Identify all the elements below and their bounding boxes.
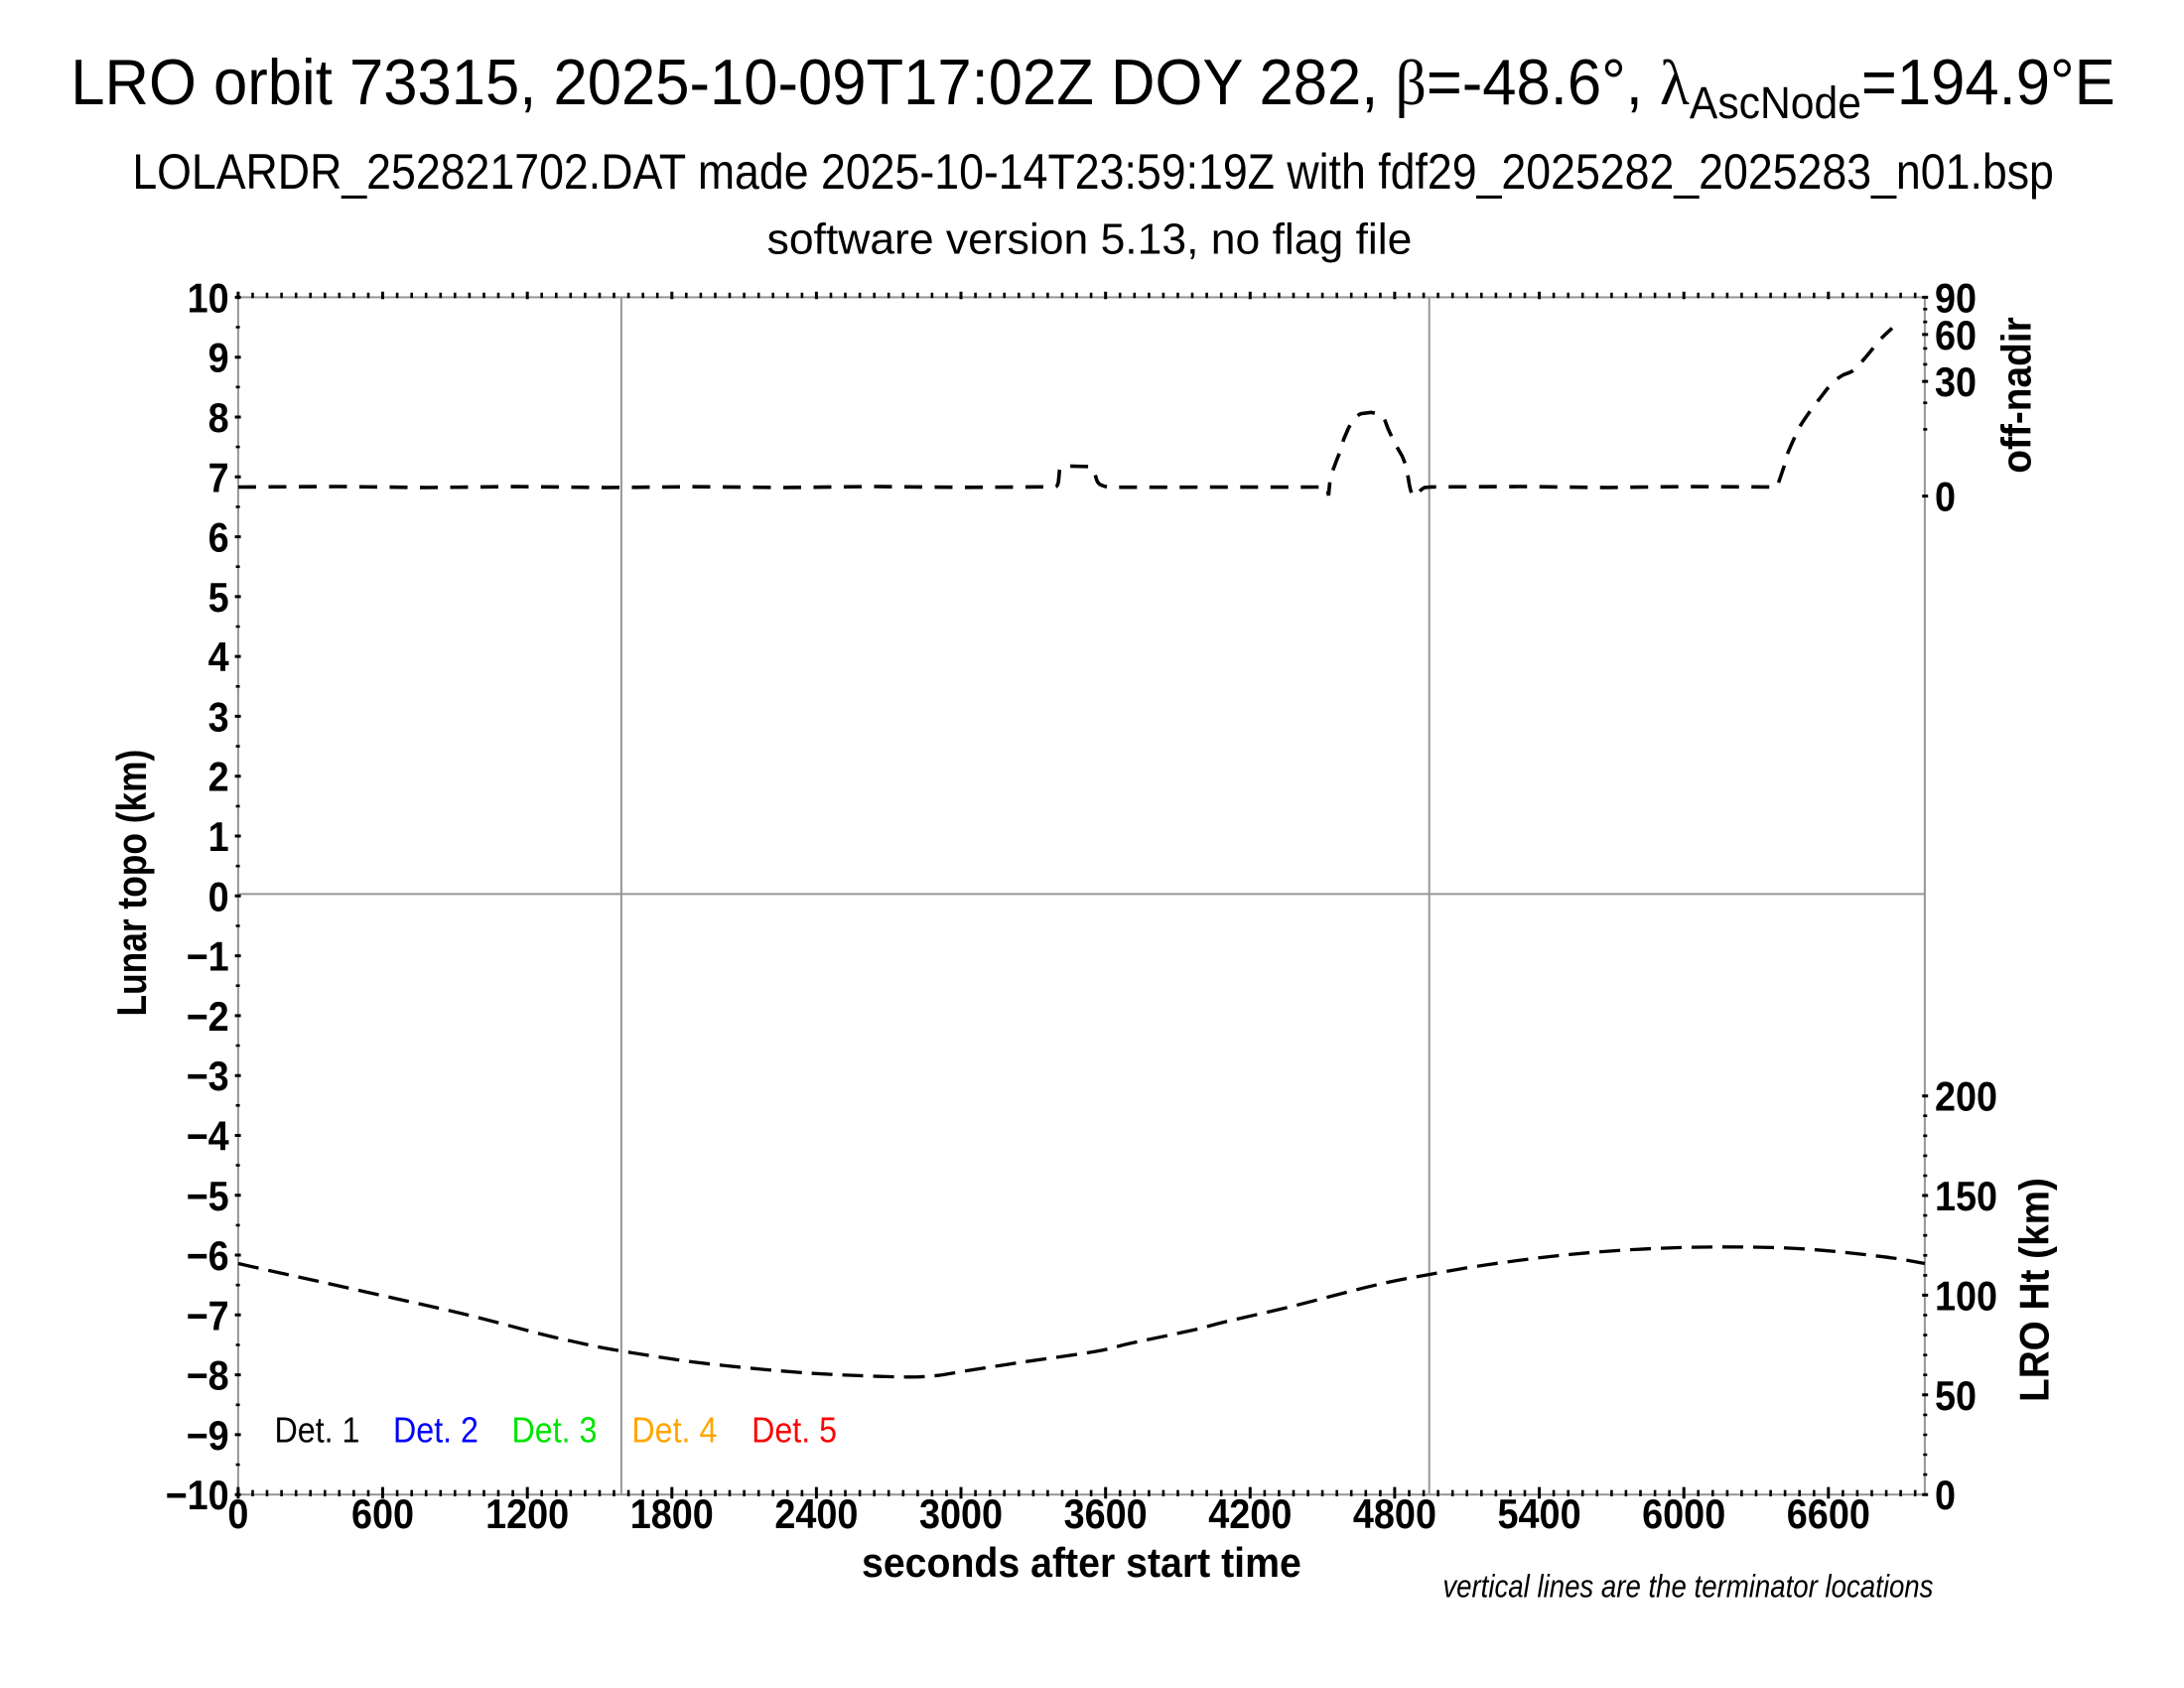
svg-text:−2: −2 [187, 994, 229, 1040]
svg-text:1800: 1800 [630, 1491, 714, 1537]
svg-text:3000: 3000 [919, 1491, 1003, 1537]
svg-text:3600: 3600 [1064, 1491, 1148, 1537]
svg-text:LOLARDR_252821702.DAT made 202: LOLARDR_252821702.DAT made 2025-10-14T23… [132, 145, 2054, 201]
svg-text:8: 8 [208, 395, 229, 441]
svg-text:0: 0 [208, 875, 229, 920]
svg-text:off-nadir: off-nadir [1992, 317, 2040, 474]
svg-text:10: 10 [188, 276, 229, 322]
svg-text:−6: −6 [187, 1233, 229, 1279]
svg-text:Det. 1: Det. 1 [275, 1411, 360, 1451]
svg-text:3: 3 [208, 695, 229, 741]
svg-text:100: 100 [1935, 1274, 1997, 1320]
svg-text:6600: 6600 [1787, 1491, 1870, 1537]
svg-text:Lunar topo (km): Lunar topo (km) [109, 750, 156, 1017]
svg-text:90: 90 [1935, 276, 1977, 322]
svg-text:0: 0 [1935, 1473, 1956, 1518]
svg-text:600: 600 [351, 1491, 414, 1537]
svg-text:7: 7 [208, 455, 229, 500]
svg-text:4800: 4800 [1353, 1491, 1436, 1537]
svg-text:−3: −3 [187, 1054, 229, 1099]
svg-text:200: 200 [1935, 1074, 1997, 1120]
svg-text:−1: −1 [187, 934, 229, 980]
svg-text:−9: −9 [187, 1413, 229, 1459]
svg-text:−4: −4 [187, 1114, 229, 1160]
svg-text:6000: 6000 [1642, 1491, 1725, 1537]
svg-text:software version 5.13, no flag: software version 5.13, no flag file [767, 215, 1413, 264]
svg-text:LRO Ht (km): LRO Ht (km) [2010, 1178, 2058, 1402]
svg-text:50: 50 [1935, 1373, 1977, 1419]
svg-text:Det. 3: Det. 3 [512, 1411, 598, 1451]
svg-text:Det. 4: Det. 4 [631, 1411, 717, 1451]
svg-text:−5: −5 [187, 1174, 229, 1219]
svg-text:30: 30 [1935, 359, 1977, 405]
svg-text:60: 60 [1935, 313, 1977, 358]
svg-text:9: 9 [208, 336, 229, 381]
svg-text:−8: −8 [187, 1353, 229, 1399]
svg-text:150: 150 [1935, 1174, 1997, 1219]
svg-text:2: 2 [208, 755, 229, 800]
svg-text:−10: −10 [166, 1473, 229, 1518]
svg-text:Det. 2: Det. 2 [393, 1411, 478, 1451]
svg-text:2400: 2400 [774, 1491, 858, 1537]
svg-text:0: 0 [227, 1491, 248, 1537]
svg-text:1200: 1200 [485, 1491, 569, 1537]
svg-text:4200: 4200 [1208, 1491, 1292, 1537]
svg-text:5: 5 [208, 575, 229, 621]
svg-text:seconds after start time: seconds after start time [862, 1539, 1301, 1587]
svg-text:6: 6 [208, 515, 229, 561]
svg-text:0: 0 [1935, 475, 1956, 520]
svg-text:5400: 5400 [1498, 1491, 1581, 1537]
svg-text:−7: −7 [187, 1294, 229, 1339]
svg-text:1: 1 [208, 814, 229, 860]
svg-text:vertical lines are the termina: vertical lines are the terminator locati… [1442, 1570, 1933, 1605]
svg-text:Det. 5: Det. 5 [751, 1411, 837, 1451]
svg-text:4: 4 [208, 634, 229, 680]
